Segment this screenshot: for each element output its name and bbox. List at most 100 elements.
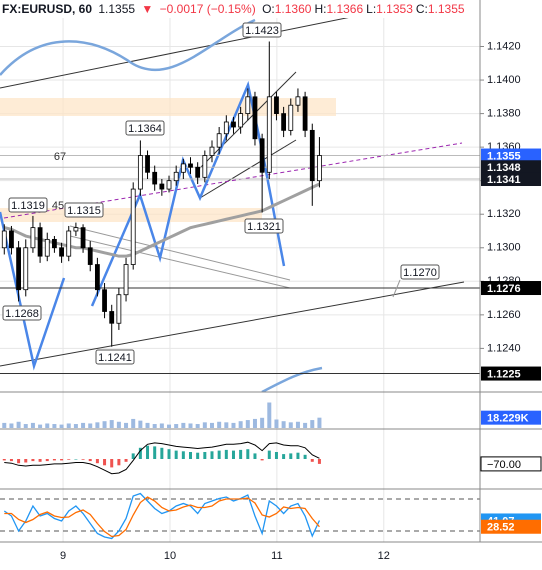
macd-bar: [31, 459, 35, 462]
volume-bar: [174, 424, 179, 428]
trendline: [199, 139, 297, 199]
macd-bar: [67, 459, 71, 460]
macd-bar: [153, 446, 157, 459]
macd-bar: [253, 453, 257, 459]
candle-body: [266, 96, 272, 173]
candle-body: [238, 113, 244, 128]
volume-bar: [30, 422, 35, 428]
y-tick-label: 1.1300: [487, 242, 521, 254]
volume-bar: [131, 418, 136, 428]
x-tick-label: 10: [164, 550, 176, 562]
candle-body: [145, 155, 150, 173]
macd-bar: [131, 453, 135, 459]
annotation-box: [2, 305, 42, 321]
macd-bar: [296, 452, 300, 459]
candle-body: [173, 171, 179, 182]
candle-body: [223, 121, 229, 135]
candle-body: [288, 104, 294, 131]
macd-bar: [246, 449, 250, 459]
volume-bar: [267, 402, 272, 428]
y-tick-label: 1.1260: [487, 309, 521, 321]
drawings: 1.1423 1.1364 1.1319 1.1315 1.1321 1.1268 1.12…: [0, 18, 480, 392]
annotation: 1.1270: [403, 267, 437, 279]
candle-body: [317, 155, 322, 182]
volume-bar: [209, 422, 214, 428]
y-tick-label: 1.1420: [487, 40, 521, 52]
annotation: 1.1268: [5, 308, 39, 320]
y-tick-label: 1.1380: [487, 108, 521, 120]
volume-bar: [274, 419, 279, 428]
candle-body: [23, 247, 29, 291]
macd-bar: [189, 452, 193, 459]
annotation: 1.1423: [245, 25, 279, 37]
macd-bar: [2, 459, 6, 461]
annotation: 1.1319: [11, 200, 45, 212]
macd-bar: [310, 459, 314, 462]
price-label-box: [481, 281, 541, 296]
volume-bar: [73, 424, 78, 428]
volume-label-box: [481, 410, 541, 425]
trendline: [0, 281, 465, 367]
volume-bar: [95, 422, 100, 428]
macd-bar: [146, 445, 150, 459]
x-tick-label: 9: [60, 550, 66, 562]
macd-bar: [52, 459, 56, 461]
volume-bar: [16, 421, 21, 428]
ohlc: O:1.1360 H:1.1366 L:1.1353 C:1.1355: [262, 2, 468, 16]
candle-body: [94, 264, 100, 291]
candle-body: [80, 227, 86, 249]
stoch-label: 28.52: [487, 522, 515, 534]
volume-bar: [52, 424, 57, 428]
macd-bar: [160, 447, 164, 459]
candle-body: [245, 96, 251, 114]
price-label-box: [481, 172, 541, 187]
volume-bar: [152, 424, 157, 428]
x-tick-label: 11: [271, 550, 282, 562]
volume-bar: [238, 421, 243, 428]
macd-bar: [224, 449, 228, 459]
ohlc-value: 1.1360: [274, 2, 312, 16]
annotation-box: [244, 218, 284, 234]
header: FX:EURUSD, 60 1.1355 ▼ −0.0017 (−0.15%) …: [2, 2, 471, 16]
candle-body: [188, 163, 193, 168]
volume-bar: [167, 424, 172, 428]
volume-bar: [310, 420, 315, 428]
volume-bar: [231, 422, 236, 428]
volume-bar: [260, 417, 265, 428]
volume-bar: [102, 421, 107, 428]
volume-bar: [224, 422, 229, 428]
candle-body: [30, 227, 36, 249]
candle-body: [73, 227, 79, 232]
candle-body: [59, 247, 64, 257]
macd-bar: [289, 453, 293, 459]
volume-bar: [2, 422, 7, 428]
candle-body: [109, 311, 115, 324]
candle-body: [252, 96, 258, 140]
annotation-box: [95, 349, 135, 365]
candle-body: [9, 230, 14, 249]
y-tick-label: 1.1320: [487, 208, 521, 220]
annotation-box: [242, 22, 282, 38]
candle-body: [123, 264, 129, 296]
labels: 91011121.12401.12601.12801.13001.13201.1…: [60, 40, 542, 562]
macd-bar: [110, 459, 114, 468]
candle-body: [152, 171, 158, 185]
candle-body: [209, 146, 215, 156]
candle-body: [302, 96, 308, 131]
volume-bar: [217, 421, 222, 428]
ohlc-name: H:: [314, 2, 327, 16]
macd-bar: [117, 459, 121, 466]
volume-bar: [81, 422, 86, 428]
candle-body: [231, 121, 236, 128]
candle-body: [274, 96, 279, 114]
stoch-line: [4, 496, 320, 538]
grid: [0, 18, 480, 542]
annotation-box: [125, 120, 165, 136]
macd-bar: [196, 452, 200, 459]
macd-bar: [103, 459, 107, 466]
candle-body: [52, 238, 57, 249]
volume-bar: [124, 422, 129, 428]
candle-body: [1, 230, 7, 249]
stoch-line: [3, 492, 321, 540]
